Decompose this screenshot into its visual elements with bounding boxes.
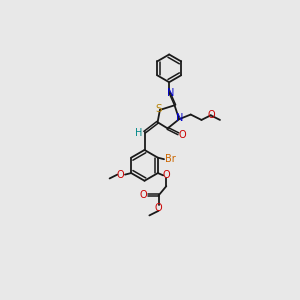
Text: O: O — [140, 190, 147, 200]
Text: O: O — [117, 169, 124, 180]
Text: O: O — [155, 203, 162, 213]
Text: O: O — [178, 130, 186, 140]
Text: S: S — [156, 104, 163, 114]
Text: O: O — [208, 110, 215, 119]
Text: O: O — [163, 170, 170, 180]
Text: H: H — [135, 128, 143, 138]
Text: N: N — [176, 113, 184, 123]
Text: Br: Br — [165, 154, 176, 164]
Text: N: N — [167, 88, 174, 98]
